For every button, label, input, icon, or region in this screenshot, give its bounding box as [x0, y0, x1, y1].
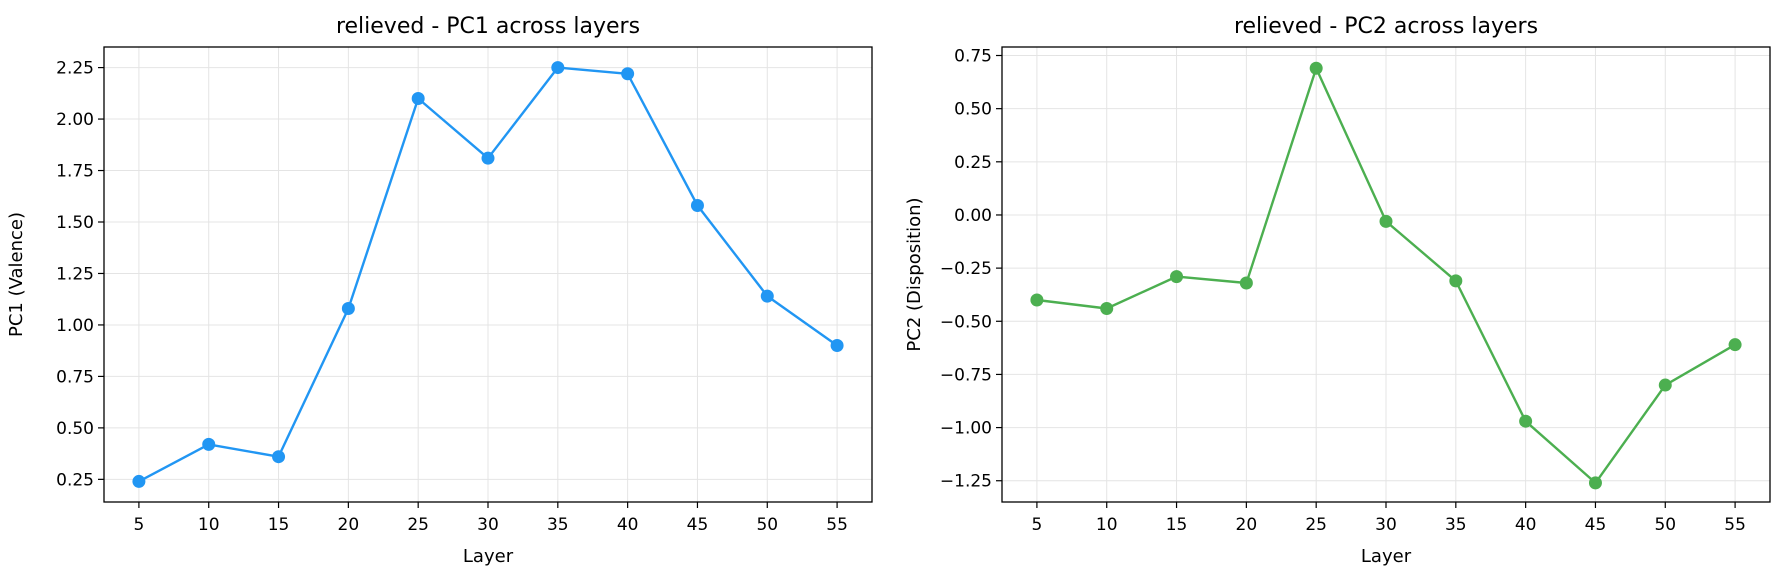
y-tick-label: 0.75 [954, 47, 992, 67]
data-point [621, 67, 635, 81]
x-tick-label: 55 [826, 515, 848, 535]
x-tick-label: 10 [198, 515, 220, 535]
y-tick-label: 0.25 [56, 470, 94, 490]
data-point [202, 437, 216, 451]
x-tick-label: 5 [1031, 515, 1042, 535]
chart-pc1: 5 10 15 20 25 30 35 40 45 50 55 0.25 0.50 0.75 1.00 1.2… [6, 14, 873, 567]
data-point [1239, 276, 1253, 290]
x-tick-label: 45 [1585, 515, 1607, 535]
x-tick-label: 5 [133, 515, 144, 535]
x-axis-label: Layer [463, 546, 514, 567]
data-point [1379, 214, 1393, 228]
y-tick-label: 0.50 [56, 419, 94, 439]
x-tick-label: 35 [547, 515, 569, 535]
y-tick-label: −0.50 [940, 312, 992, 332]
data-point [272, 450, 286, 464]
y-tick-label: 0.75 [56, 367, 94, 387]
x-axis-label: Layer [1361, 546, 1412, 567]
data-point [1100, 302, 1114, 316]
data-point [1519, 414, 1533, 428]
x-tick-label: 15 [268, 515, 290, 535]
y-tick-label: 0.25 [954, 153, 992, 173]
y-tick-label: 2.00 [56, 110, 94, 130]
x-tick-label: 50 [756, 515, 778, 535]
data-point [341, 301, 355, 315]
x-tick-label: 15 [1166, 515, 1188, 535]
y-tick-label: 1.75 [56, 162, 94, 182]
data-point [411, 91, 425, 105]
x-tick-label: 40 [1515, 515, 1537, 535]
x-tick-label: 25 [407, 515, 429, 535]
x-tick-label: 10 [1096, 515, 1118, 535]
x-tick-label: 25 [1305, 515, 1327, 535]
x-tick-label: 50 [1654, 515, 1676, 535]
data-point [830, 339, 844, 353]
data-point [1449, 274, 1463, 288]
y-tick-label: 1.50 [56, 213, 94, 233]
x-tick-label: 30 [477, 515, 499, 535]
x-tick-label: 20 [338, 515, 360, 535]
chart-title: relieved - PC2 across layers [1234, 14, 1538, 39]
data-point [1030, 293, 1044, 307]
chart-pc2: 5 10 15 20 25 30 35 40 45 50 55 0.75 0.50 0.25 0.00 −0.… [904, 14, 1771, 567]
data-point [551, 61, 565, 75]
y-tick-label: −0.25 [940, 259, 992, 279]
data-point [1658, 378, 1672, 392]
x-tick-label: 30 [1375, 515, 1397, 535]
y-tick-label: 1.00 [56, 316, 94, 336]
x-tick-label: 45 [687, 515, 709, 535]
data-point [1170, 270, 1184, 284]
data-point [132, 474, 146, 488]
y-tick-label: −1.25 [940, 472, 992, 492]
data-point [760, 289, 774, 303]
x-tick-label: 40 [617, 515, 639, 535]
data-point [1309, 61, 1323, 75]
y-tick-label: −0.75 [940, 365, 992, 385]
plot-frame [1001, 46, 1771, 503]
data-point [481, 151, 495, 165]
x-tick-label: 35 [1445, 515, 1467, 535]
x-tick-label: 20 [1236, 515, 1258, 535]
y-tick-label: 1.25 [56, 264, 94, 284]
y-axis-label: PC1 (Valence) [6, 212, 27, 337]
y-tick-label: 0.50 [954, 100, 992, 120]
data-point [1728, 338, 1742, 352]
data-point [690, 199, 704, 213]
plot-frame [103, 46, 873, 503]
chart-title: relieved - PC1 across layers [336, 14, 640, 39]
y-tick-label: 0.00 [954, 206, 992, 226]
y-tick-label: 2.25 [56, 59, 94, 79]
y-axis-label: PC2 (Disposition) [904, 197, 925, 351]
y-tick-label: −1.00 [940, 419, 992, 439]
x-tick-label: 55 [1724, 515, 1746, 535]
data-point [1588, 476, 1602, 490]
